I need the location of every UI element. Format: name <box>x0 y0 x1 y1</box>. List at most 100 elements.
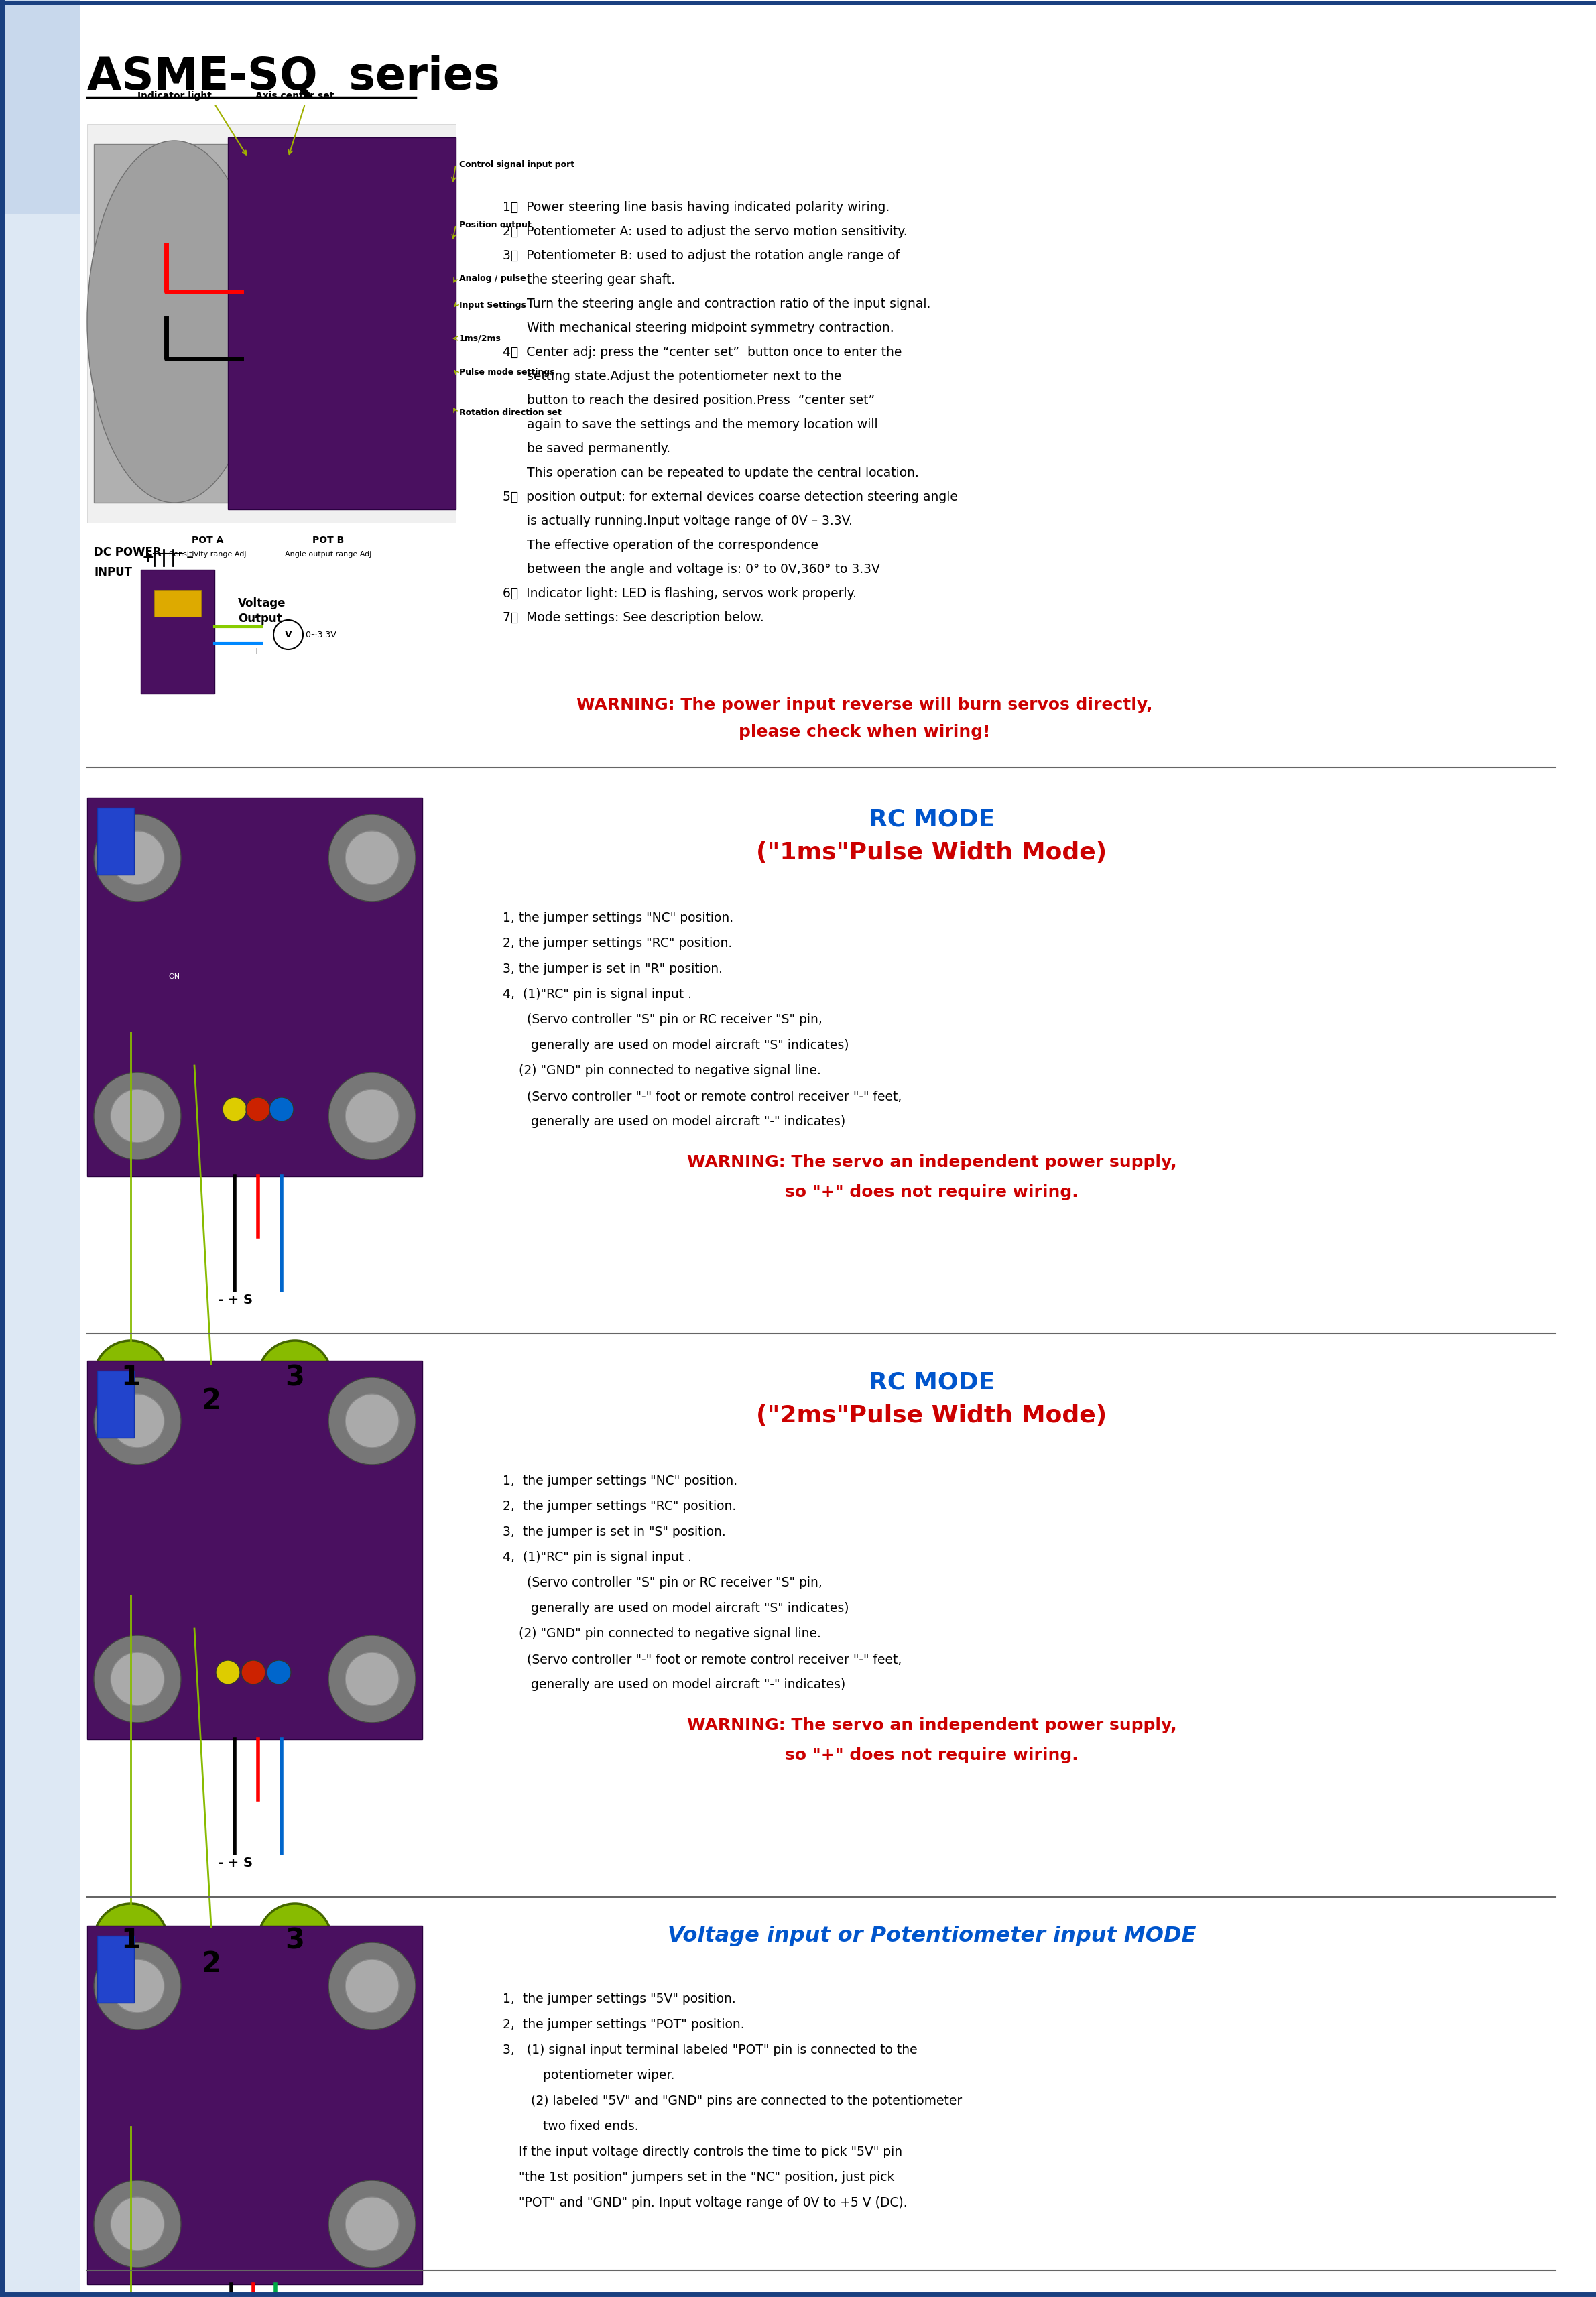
Text: 2: 2 <box>201 1387 220 1415</box>
Circle shape <box>94 1341 168 1415</box>
Bar <box>228 138 456 510</box>
Circle shape <box>259 1341 332 1415</box>
Circle shape <box>267 1661 290 1684</box>
Text: setting state.Adjust the potentiometer next to the: setting state.Adjust the potentiometer n… <box>503 370 841 384</box>
Circle shape <box>345 1394 399 1447</box>
Circle shape <box>345 1959 399 2012</box>
Text: WARNING: The power input reverse will burn servos directly,: WARNING: The power input reverse will bu… <box>576 696 1152 712</box>
Text: 3,   (1) signal input terminal labeled "POT" pin is connected to the: 3, (1) signal input terminal labeled "PO… <box>503 2044 918 2056</box>
Text: Pulse mode settings: Pulse mode settings <box>460 368 555 377</box>
Text: "POT" and "GND" pin. Input voltage range of 0V to +5 V (DC).: "POT" and "GND" pin. Input voltage range… <box>503 2196 908 2210</box>
Text: +: + <box>254 648 260 655</box>
Text: (Servo controller "-" foot or remote control receiver "-" feet,: (Servo controller "-" foot or remote con… <box>503 1089 902 1103</box>
Bar <box>155 590 201 616</box>
Circle shape <box>329 1635 415 1723</box>
Text: again to save the settings and the memory location will: again to save the settings and the memor… <box>503 418 878 432</box>
Text: RC MODE: RC MODE <box>868 809 994 832</box>
Circle shape <box>94 1904 168 1978</box>
Text: 5，  position output: for external devices coarse detection steering angle: 5， position output: for external devices… <box>503 492 958 503</box>
Text: 3，  Potentiometer B: used to adjust the rotation angle range of: 3， Potentiometer B: used to adjust the r… <box>503 250 900 262</box>
Text: 1, the jumper settings "NC" position.: 1, the jumper settings "NC" position. <box>503 912 734 923</box>
Text: V: V <box>284 629 292 639</box>
Text: "the 1st position" jumpers set in the "NC" position, just pick: "the 1st position" jumpers set in the "N… <box>503 2171 894 2184</box>
Circle shape <box>174 1927 247 2001</box>
Text: two fixed ends.: two fixed ends. <box>503 2120 638 2134</box>
Bar <box>97 1371 134 1438</box>
Bar <box>88 1925 423 2283</box>
Text: –: – <box>254 613 257 622</box>
Circle shape <box>94 1378 180 1465</box>
Text: (2) labeled "5V" and "GND" pins are connected to the potentiometer: (2) labeled "5V" and "GND" pins are conn… <box>503 2095 962 2106</box>
Text: 7，  Mode settings: See description below.: 7， Mode settings: See description below. <box>503 611 764 625</box>
Text: the steering gear shaft.: the steering gear shaft. <box>503 273 675 287</box>
Circle shape <box>329 1378 415 1465</box>
Text: - + S: - + S <box>217 1856 252 1870</box>
Circle shape <box>329 1943 415 2031</box>
Bar <box>140 570 214 694</box>
Text: 4,  (1)"RC" pin is signal input .: 4, (1)"RC" pin is signal input . <box>503 988 691 1001</box>
Text: (Servo controller "-" foot or remote control receiver "-" feet,: (Servo controller "-" foot or remote con… <box>503 1654 902 1665</box>
Text: Voltage: Voltage <box>238 597 286 609</box>
Text: generally are used on model aircraft "-" indicates): generally are used on model aircraft "-"… <box>503 1679 846 1691</box>
Text: Angle output range Adj: Angle output range Adj <box>286 551 372 558</box>
Circle shape <box>329 2180 415 2267</box>
Text: 2，  Potentiometer A: used to adjust the servo motion sensitivity.: 2， Potentiometer A: used to adjust the s… <box>503 225 908 239</box>
Circle shape <box>110 2198 164 2251</box>
Text: With mechanical steering midpoint symmetry contraction.: With mechanical steering midpoint symmet… <box>503 322 894 335</box>
Circle shape <box>94 815 180 900</box>
Text: 1: 1 <box>121 1927 140 1955</box>
Text: 2,  the jumper settings "POT" position.: 2, the jumper settings "POT" position. <box>503 2019 744 2031</box>
Text: Indicator light: Indicator light <box>137 92 211 101</box>
Text: (2) "GND" pin connected to negative signal line.: (2) "GND" pin connected to negative sign… <box>503 1064 820 1077</box>
Text: 3: 3 <box>286 1927 305 1955</box>
Text: Turn the steering angle and contraction ratio of the input signal.: Turn the steering angle and contraction … <box>503 299 930 310</box>
Circle shape <box>94 1635 180 1723</box>
Bar <box>0 0 80 214</box>
Text: 2, the jumper settings "RC" position.: 2, the jumper settings "RC" position. <box>503 937 733 949</box>
Circle shape <box>270 1098 294 1121</box>
Text: please check when wiring!: please check when wiring! <box>739 724 991 740</box>
Circle shape <box>345 1089 399 1144</box>
Text: ("2ms"Pulse Width Mode): ("2ms"Pulse Width Mode) <box>757 1403 1108 1426</box>
Text: 6，  Indicator light: LED is flashing, servos work properly.: 6， Indicator light: LED is flashing, ser… <box>503 588 857 600</box>
Text: –: – <box>187 551 193 565</box>
Bar <box>88 1360 423 1739</box>
Circle shape <box>110 1652 164 1707</box>
Circle shape <box>215 1661 239 1684</box>
Text: POT B: POT B <box>313 535 345 544</box>
Bar <box>97 809 134 875</box>
Text: ON: ON <box>169 974 180 981</box>
Text: The effective operation of the correspondence: The effective operation of the correspon… <box>503 540 819 551</box>
Text: POT A: POT A <box>192 535 223 544</box>
Text: 1，  Power steering line basis having indicated polarity wiring.: 1， Power steering line basis having indi… <box>503 202 889 214</box>
Text: WARNING: The servo an independent power supply,: WARNING: The servo an independent power … <box>686 1153 1176 1169</box>
Text: 1,  the jumper settings "5V" position.: 1, the jumper settings "5V" position. <box>503 1994 736 2005</box>
Text: generally are used on model aircraft "S" indicates): generally are used on model aircraft "S"… <box>503 1038 849 1052</box>
Text: 2: 2 <box>201 1950 220 1978</box>
Text: Axis center set: Axis center set <box>255 92 334 101</box>
Text: - + S: - + S <box>217 1293 252 1307</box>
Text: 1ms/2ms: 1ms/2ms <box>460 333 501 342</box>
Circle shape <box>273 620 303 650</box>
Circle shape <box>246 1098 270 1121</box>
Circle shape <box>329 815 415 900</box>
Text: INPUT: INPUT <box>94 567 132 579</box>
Text: 3, the jumper is set in "R" position.: 3, the jumper is set in "R" position. <box>503 962 723 976</box>
Text: Analog / pulse: Analog / pulse <box>460 273 527 283</box>
Circle shape <box>110 1959 164 2012</box>
Circle shape <box>174 1364 247 1438</box>
Circle shape <box>345 2198 399 2251</box>
Ellipse shape <box>88 140 262 503</box>
Text: so "+" does not require wiring.: so "+" does not require wiring. <box>785 1748 1079 1764</box>
Text: so "+" does not require wiring.: so "+" does not require wiring. <box>785 1185 1079 1201</box>
Text: 4,  (1)"RC" pin is signal input .: 4, (1)"RC" pin is signal input . <box>503 1550 691 1564</box>
Circle shape <box>94 1073 180 1160</box>
Text: Input Settings: Input Settings <box>460 301 527 310</box>
Circle shape <box>329 1073 415 1160</box>
Text: is actually running.Input voltage range of 0V – 3.3V.: is actually running.Input voltage range … <box>503 515 852 528</box>
Text: (Servo controller "S" pin or RC receiver "S" pin,: (Servo controller "S" pin or RC receiver… <box>503 1576 822 1590</box>
Text: between the angle and voltage is: 0° to 0V,360° to 3.3V: between the angle and voltage is: 0° to … <box>503 563 879 577</box>
Text: (Servo controller "S" pin or RC receiver "S" pin,: (Servo controller "S" pin or RC receiver… <box>503 1013 822 1027</box>
Text: 3: 3 <box>286 1364 305 1392</box>
Bar <box>0 214 80 2297</box>
